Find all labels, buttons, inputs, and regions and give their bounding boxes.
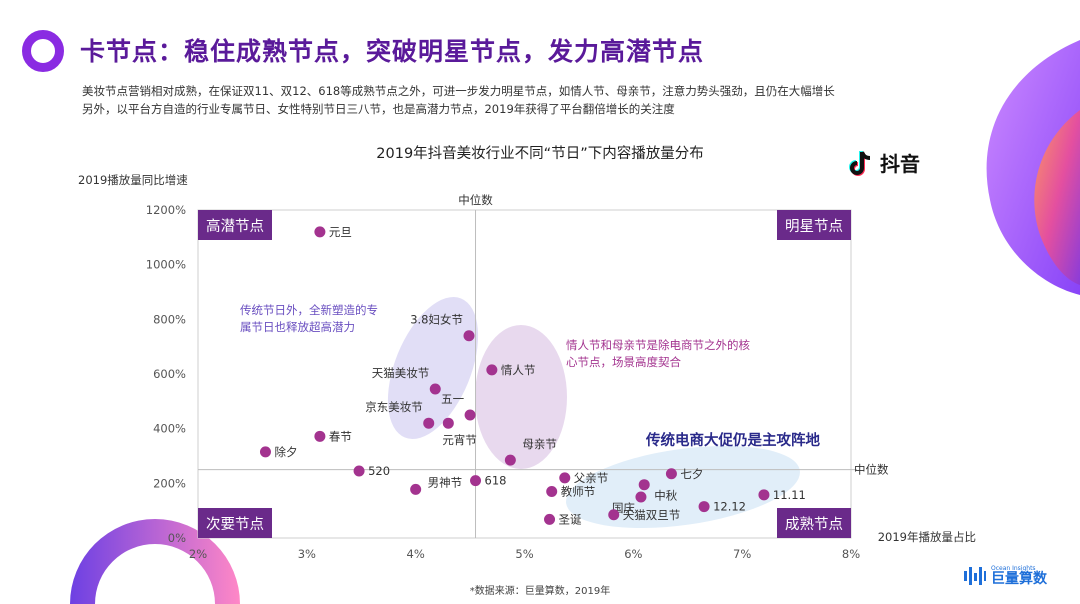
data-point [559,472,571,484]
data-point [470,475,482,487]
quadrant-label-high-potential: 高潜节点 [206,218,264,235]
annotation-ellipse-blue [566,445,800,529]
decor-bottom-left-ring [70,519,240,604]
data-point-label: 中秋 [654,489,677,503]
page-description: 美妆节点营销相对成熟，在保证双11、双12、618等成熟节点之外，可进一步发力明… [82,82,912,118]
quadrant-label-star: 明星节点 [785,218,843,235]
data-point [544,513,556,525]
x-tick-label: 4% [407,547,425,561]
data-point-label: 天猫双旦节 [623,508,681,522]
data-point-label: 五一 [441,392,464,406]
chart-title: 2019年抖音美妆行业不同“节日”下内容播放量分布 [376,146,704,162]
y-tick-label: 400% [153,422,186,436]
data-point [665,468,677,480]
annotation-ellipse-pink [475,325,567,469]
ocean-engine-icon [964,567,986,585]
data-point [635,491,647,503]
data-point-label: 12.12 [713,500,746,514]
data-point-label: 春节 [329,429,352,443]
x-tick-label: 8% [842,547,860,561]
title-ring-icon [22,30,64,72]
x-tick-label: 2% [189,547,207,561]
quadrant-label-secondary-bg [198,508,272,538]
ocean-engine-sub: Ocean Insights [991,565,1036,572]
page-title: 卡节点：稳住成熟节点，突破明星节点，发力高潜节点 [80,37,705,66]
tiktok-logo: 抖音 [848,148,920,177]
ocean-engine-label: 巨量算数 [991,571,1047,587]
data-point [442,417,454,429]
description-line-2: 另外，以平台方自造的行业专属节日、女性特别节日三八节，也是高潜力节点，2019年… [82,102,675,116]
quadrant-label-secondary: 次要节点 [206,516,264,533]
data-point-label: 七夕 [680,467,703,481]
data-point-label: 父亲节 [574,471,609,485]
data-source: *数据来源：巨量算数，2019年 [469,586,611,597]
data-point-label: 天猫美妆节 [372,366,430,380]
y-tick-label: 1000% [146,258,186,272]
ocean-engine-logo: Ocean Insights 巨量算数 [963,565,1047,587]
data-point-label: 元宵节 [442,433,477,447]
data-point-label: 3.8妇女节 [410,313,463,327]
annotation-text-blue: 传统电商大促仍是主攻阵地 [645,431,820,449]
data-point-label: 男神节 [428,475,463,489]
data-point [463,330,475,342]
annotation-text-pink: 情人节和母亲节是除电商节之外的核 [566,338,750,352]
data-point-label: 元旦 [329,225,352,239]
y-axis-title: 2019播放量同比增速 [78,173,188,187]
quadrant-label-high-potential-bg [198,210,272,240]
data-point [314,430,326,442]
data-point-label: 除夕 [274,445,297,459]
data-point [546,486,558,498]
data-point [429,383,441,395]
annotation-ellipse-purple [387,297,479,439]
data-point [464,409,476,421]
annotation-text-purple: 传统节日外，全新塑造的专 [240,303,378,317]
description-line-1: 美妆节点营销相对成熟，在保证双11、双12、618等成熟节点之外，可进一步发力明… [82,84,835,98]
data-point [410,483,422,495]
data-point [423,417,435,429]
data-point-label: 教师节 [561,485,596,499]
y-tick-label: 600% [153,367,186,381]
data-point-label: 母亲节 [522,437,557,451]
data-point-label: 618 [485,474,507,488]
data-point-label: 京东美妆节 [365,400,423,414]
quadrant-label-mature: 成熟节点 [785,516,843,533]
x-tick-label: 6% [624,547,642,561]
annotation-text-pink: 心节点，场景高度契合 [566,355,681,369]
y-tick-label: 0% [168,531,186,545]
data-point [314,226,326,238]
median-label-y: 中位数 [854,463,889,477]
data-point [504,454,516,466]
y-tick-label: 800% [153,312,186,326]
data-point-label: 520 [368,464,390,478]
data-point [353,465,365,477]
x-tick-label: 7% [733,547,751,561]
median-label-x: 中位数 [458,193,493,207]
annotation-text-purple: 属节日也释放超高潜力 [240,320,355,334]
tiktok-icon [849,150,871,176]
data-point [758,489,770,501]
x-tick-label: 3% [298,547,316,561]
tiktok-label: 抖音 [880,152,920,176]
decor-top-right-shape-inner [1034,110,1080,285]
y-tick-label: 1200% [146,203,186,217]
x-axis-title: 2019年播放量占比 [878,530,976,544]
y-tick-label: 200% [153,476,186,490]
quadrant-label-star-bg [777,210,851,240]
data-point [698,501,710,513]
data-point-label: 圣诞 [559,512,582,526]
data-point [608,509,620,521]
x-tick-label: 5% [515,547,533,561]
data-point [259,446,271,458]
data-point [638,479,650,491]
quadrant-label-mature-bg [777,508,851,538]
data-point [486,364,498,376]
plot-frame [197,209,852,539]
data-point-label: 11.11 [773,488,806,502]
data-point-label: 情人节 [501,363,535,377]
